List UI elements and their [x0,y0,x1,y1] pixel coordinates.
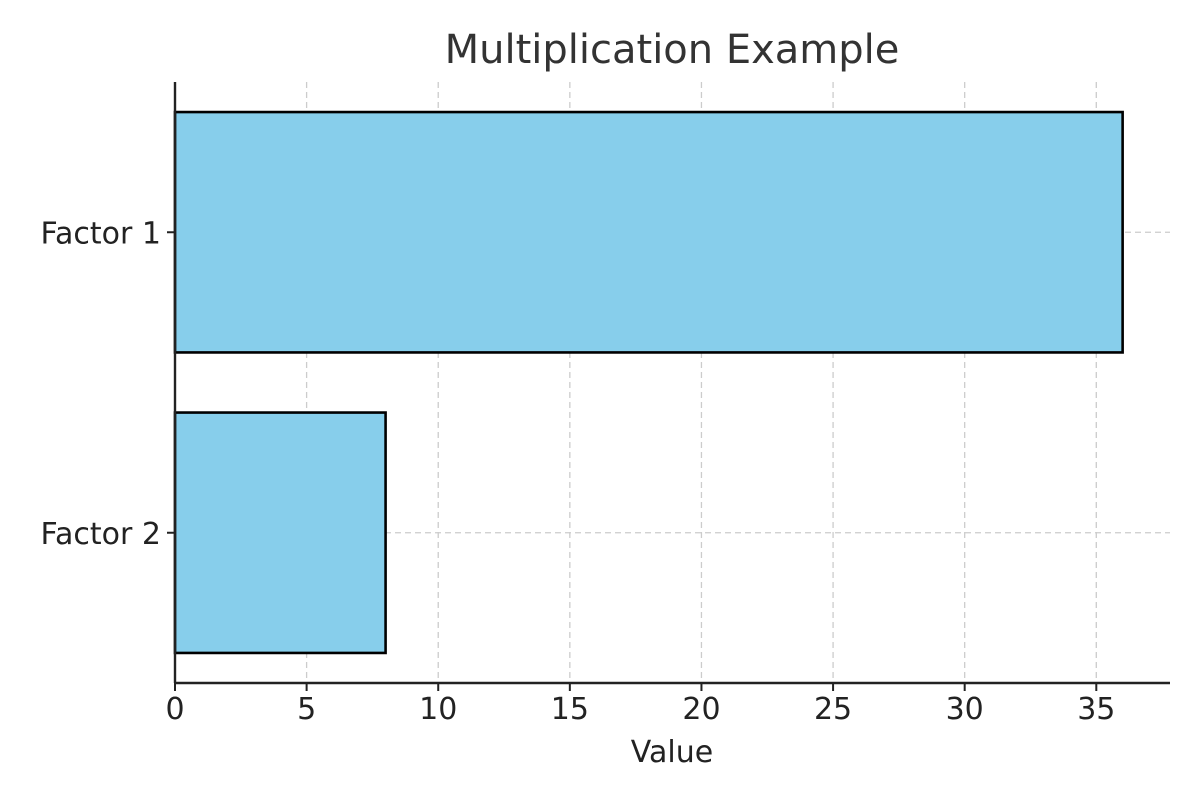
bar-factor-1 [173,110,1124,354]
x-axis-label: Value [631,735,713,770]
x-tick-label: 30 [946,692,984,727]
x-tick-label: 0 [165,692,184,727]
x-tick-label: 25 [814,692,852,727]
axes [173,82,1170,685]
x-tick-label: 5 [297,692,316,727]
y-tick-label: Factor 1 [41,216,161,251]
ticks: 0 5 10 15 20 25 30 35 Factor 1 Factor 2 [41,216,1116,727]
x-tick-label: 20 [682,692,720,727]
x-tick-label: 15 [551,692,589,727]
bar-factor-2 [173,411,387,655]
x-tick-label: 35 [1077,692,1115,727]
y-tick-label: Factor 2 [41,517,161,552]
x-tick-label: 10 [419,692,457,727]
bars [173,110,1124,655]
chart-title: Multiplication Example [445,27,900,73]
